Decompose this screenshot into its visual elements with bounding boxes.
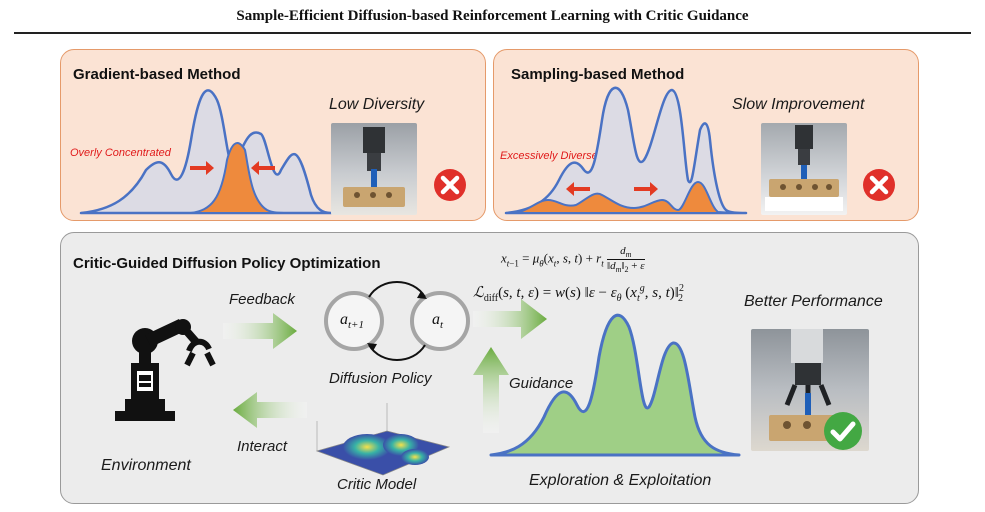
improved-distribution-plot: [489, 313, 741, 457]
sampling-method-title: Sampling-based Method: [511, 66, 685, 83]
diffusion-policy-label: Diffusion Policy: [329, 370, 432, 387]
concentrated-distribution: [190, 142, 288, 214]
robot-arm-icon: [115, 319, 216, 421]
interact-label: Interact: [237, 438, 288, 455]
sampling-distribution-plot: [504, 86, 748, 215]
environment-label: Environment: [101, 457, 191, 474]
policy-to-output-arrow-icon: [473, 299, 547, 339]
update-formula: xt−1 = μθ(xt, s, t) + rt dm ‖dm‖2 + ε: [501, 245, 645, 275]
cgdpo-panel: Critic-Guided Diffusion Policy Optimizat…: [60, 232, 919, 504]
node-a-next: at+1: [340, 311, 364, 331]
robot-photo-low-diversity: [331, 123, 417, 215]
node-a-cur-sub: t: [440, 319, 444, 332]
feedback-label: Feedback: [229, 291, 295, 308]
node-a-next-sub: t+1: [348, 319, 364, 332]
title-rule: [14, 32, 971, 34]
cgdpo-title: Critic-Guided Diffusion Policy Optimizat…: [73, 255, 381, 272]
node-a-cur-base: a: [432, 311, 440, 328]
sampling-method-panel: Sampling-based Method Slow Improvement E…: [493, 49, 919, 221]
diffusion-loss-formula: ℒdiff(s, t, ε) = w(s) ‖ε − εθ (xtg, s, t…: [473, 283, 684, 304]
x-mark-icon: [863, 169, 895, 201]
interact-arrow-icon: [233, 392, 307, 428]
slow-improvement-label: Slow Improvement: [732, 96, 865, 113]
gradient-method-panel: Gradient-based Method Low Diversity Over…: [60, 49, 486, 221]
right-arrow-icon: [634, 182, 658, 196]
guidance-label: Guidance: [509, 375, 574, 392]
excessively-diverse-label: Excessively Diverse: [500, 150, 598, 162]
robot-photo-slow-improvement: [761, 123, 847, 215]
x-mark-icon: [434, 169, 466, 201]
node-a-cur: at: [432, 311, 443, 331]
gradient-method-title: Gradient-based Method: [73, 66, 241, 83]
gradient-distribution-plot: [79, 89, 333, 215]
left-arrow-icon: [251, 161, 275, 175]
feedback-arrow-icon: [223, 313, 297, 349]
paper-title: Sample-Efficient Diffusion-based Reinfor…: [236, 8, 749, 24]
critic-model-label: Critic Model: [337, 476, 417, 493]
critic-model-surface: [315, 403, 451, 476]
better-performance-label: Better Performance: [744, 293, 883, 310]
diffusion-policy-loop: [324, 281, 470, 361]
check-mark-icon: [824, 412, 862, 450]
exploration-exploitation-label: Exploration & Exploitation: [529, 472, 712, 489]
diverse-distribution: [515, 180, 735, 214]
overly-concentrated-label: Overly Concentrated: [70, 147, 171, 159]
low-diversity-label: Low Diversity: [329, 96, 425, 113]
guidance-arrow-icon: [473, 347, 509, 433]
node-a-next-base: a: [340, 311, 348, 328]
left-arrow-icon: [566, 182, 590, 196]
wide-distribution-curve: [504, 86, 748, 215]
right-arrow-icon: [190, 161, 214, 175]
wide-distribution-curve: [79, 89, 333, 215]
